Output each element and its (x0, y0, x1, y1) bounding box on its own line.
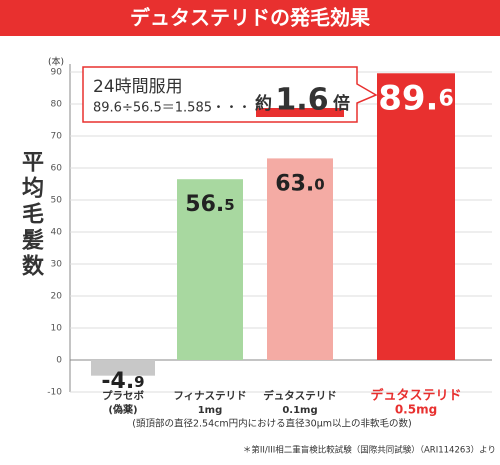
bar (377, 73, 455, 360)
x-tick-label: プラセボ (102, 389, 144, 402)
x-tick-note: (偽薬) (108, 403, 137, 416)
value-label: 63.0 (275, 171, 324, 196)
source: ＊第II/III相二重盲検比較試験（国際共同試験）（ARI114263）より (243, 445, 496, 456)
y-tick-label: 80 (51, 100, 63, 110)
y-tick-label: 50 (51, 196, 63, 206)
x-tick-note: 0.1mg (282, 405, 317, 416)
callout-ratio: 1.6 (275, 83, 328, 118)
value-label: 89.6 (378, 78, 454, 118)
y-tick-label: -10 (47, 388, 62, 398)
callout-suffix: 倍 (333, 93, 350, 114)
y-tick-label: 70 (51, 132, 63, 142)
title-banner (0, 0, 500, 36)
callout-prefix: 約 (255, 93, 272, 114)
bar (91, 360, 155, 376)
y-tick-label: 60 (51, 164, 63, 174)
y-tick-label: 30 (51, 260, 63, 270)
y-tick-label: 90 (51, 68, 63, 78)
y-tick-label: 20 (51, 292, 63, 302)
callout-line1: 24時間服用 (93, 77, 183, 97)
chart-title: デュタステリドの発毛効果 (130, 6, 370, 30)
x-tick-note: 1mg (198, 405, 223, 416)
x-tick-label: デュタステリド (370, 388, 461, 404)
y-axis-label: 平均毛髪数 (18, 150, 45, 280)
value-label: 56.5 (185, 192, 234, 217)
x-tick-label: フィナステリド (173, 390, 246, 402)
bar (267, 158, 333, 360)
callout: 24時間服用 89.6÷56.5＝1.585・・・・ 約 1.6 倍 (82, 66, 378, 123)
bars: -4.9 56.5 63.0 89.6 (91, 73, 455, 394)
footnote: (頭頂部の直径2.54cm円内における直径30μm以上の非軟毛の数) (132, 418, 411, 430)
callout-line2: 89.6÷56.5＝1.585・・・・ (93, 101, 264, 116)
y-tick-label: 0 (56, 356, 62, 366)
y-tick-label: 40 (51, 228, 63, 238)
bar (177, 179, 243, 360)
x-tick-note: 0.5mg (395, 403, 437, 417)
highlight (256, 108, 344, 117)
x-tick-label: デュタステリド (263, 389, 337, 402)
y-tick-label: 10 (51, 324, 63, 334)
value-label: -4.9 (101, 369, 144, 394)
y-unit: (本) (48, 56, 64, 68)
